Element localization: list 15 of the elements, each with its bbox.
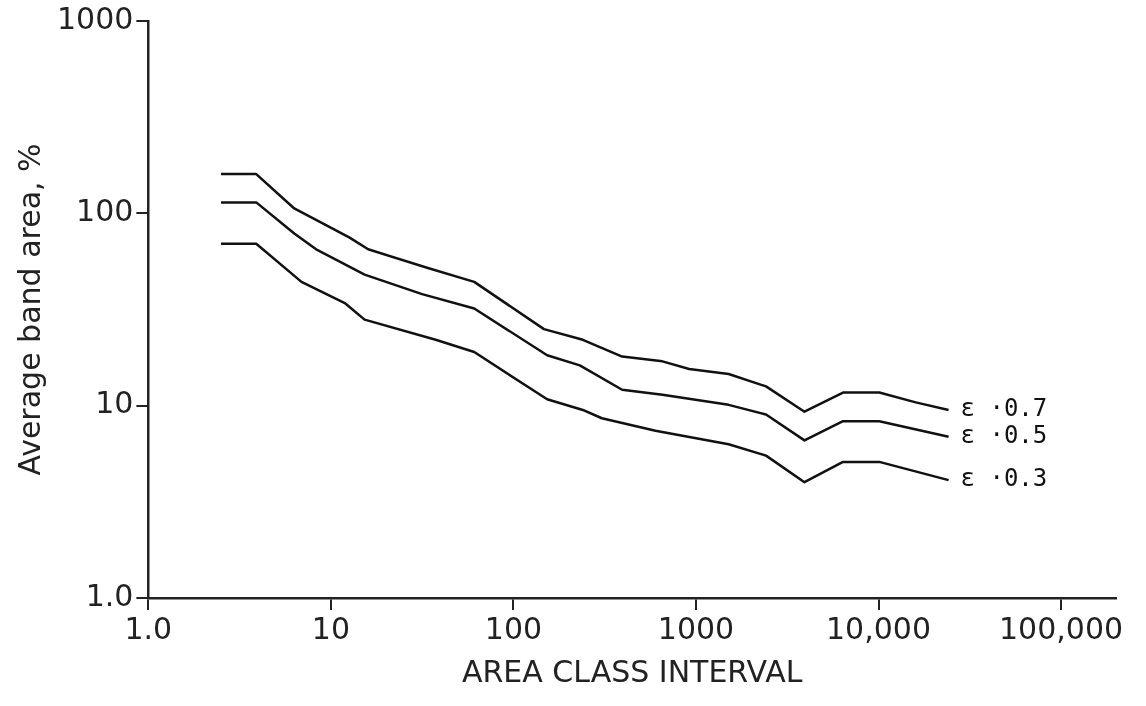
x-tick-label: 100,000	[999, 610, 1124, 646]
x-tick-label: 10	[311, 610, 350, 646]
y-axis-title: Average band area, %	[11, 143, 47, 476]
x-axis-title: AREA CLASS INTERVAL	[461, 653, 803, 689]
y-tick-label: 100	[76, 193, 134, 229]
x-tick-label: 10,000	[826, 610, 931, 646]
series-label: ε ·0.5	[960, 420, 1048, 449]
x-tick-label: 100	[484, 610, 543, 646]
y-tick-label: 1000	[56, 0, 134, 36]
series-label: ε ·0.7	[960, 394, 1048, 423]
series-label: ε ·0.3	[960, 464, 1048, 493]
x-tick-label: 1.0	[124, 610, 173, 646]
y-tick-label: 1.0	[85, 577, 134, 613]
x-tick-label: 1000	[657, 610, 735, 646]
y-tick-label: 10	[95, 385, 134, 421]
